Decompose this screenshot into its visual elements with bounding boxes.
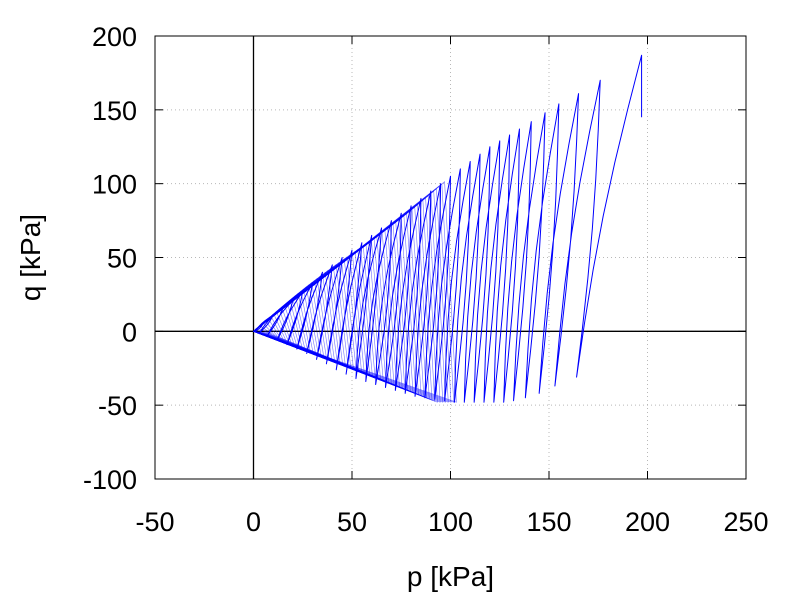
y-tick-label: -50: [98, 391, 137, 421]
x-tick-label: 0: [246, 507, 261, 537]
x-tick-label: 50: [337, 507, 367, 537]
x-tick-label: 100: [428, 507, 473, 537]
y-tick-label: 50: [107, 244, 137, 274]
dense-cycle: [252, 181, 457, 403]
x-axis-title: p [kPa]: [407, 561, 494, 592]
dense-cycles-region: [252, 181, 457, 403]
ticks-layer: [154, 35, 747, 480]
x-tick-label: -50: [135, 507, 174, 537]
y-tick-label: 0: [122, 317, 137, 347]
y-tick-label: 100: [92, 170, 137, 200]
x-tick-label: 200: [625, 507, 670, 537]
tick-labels-layer: -50 0 50 100 150 200 250 -100 -50 0 50 100 150 200: [83, 22, 769, 537]
y-tick-label: 150: [92, 96, 137, 126]
stress-path-line: [253, 54, 643, 403]
y-tick-label: -100: [83, 465, 137, 495]
x-tick-label: 250: [723, 507, 768, 537]
y-axis-title: q [kPa]: [15, 214, 46, 301]
x-tick-label: 150: [526, 507, 571, 537]
data-layer: [252, 54, 643, 403]
y-tick-label: 200: [92, 22, 137, 52]
